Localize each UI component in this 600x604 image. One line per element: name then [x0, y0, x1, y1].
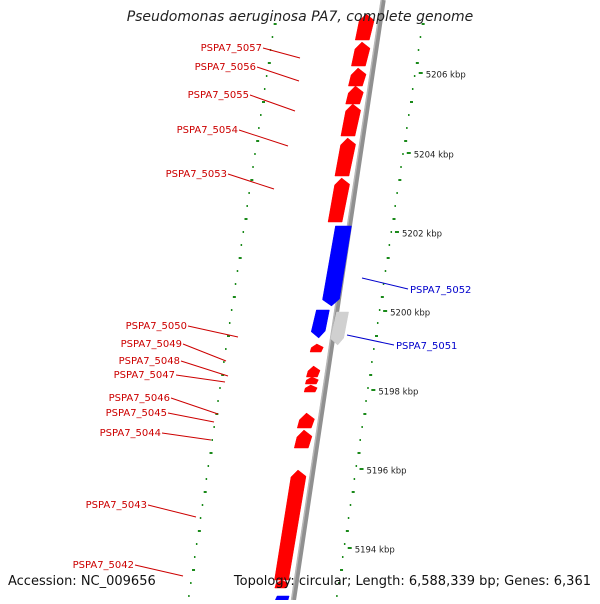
gene-label-leader [175, 374, 226, 383]
gene-label-leader [134, 564, 184, 577]
forward-gene-arrow [327, 177, 350, 223]
gene-label: PSPA7_5046 [109, 393, 170, 404]
gene-label: PSPA7_5052 [410, 285, 471, 296]
forward-gene-arrow [274, 469, 307, 581]
axis-kbp-label: 5202 kbp [402, 230, 442, 240]
gene-label-leader [147, 504, 197, 518]
gene-label-leader [361, 277, 409, 290]
gene-label: PSPA7_5042 [73, 560, 134, 571]
gene-label-leader [187, 325, 239, 338]
gene-label-leader [346, 334, 395, 346]
gene-label: PSPA7_5056 [195, 62, 256, 73]
gene-label-leader [167, 412, 215, 423]
forward-gene-arrow [354, 13, 375, 41]
gene-label-leader [238, 129, 289, 147]
reverse-gene-arrow [310, 309, 330, 339]
gene-label: PSPA7_5043 [86, 500, 147, 511]
axis-kbp-label: 5200 kbp [390, 309, 430, 319]
axis-kbp-label: 5206 kbp [426, 71, 466, 81]
gene-label: PSPA7_5054 [177, 125, 238, 136]
gene-label-leader [161, 432, 212, 441]
forward-gene-arrow [306, 365, 321, 378]
gene-label: PSPA7_5048 [119, 356, 180, 367]
gene-label-leader [182, 343, 227, 362]
forward-gene-arrow [345, 85, 364, 105]
forward-gene-arrow [348, 67, 367, 87]
gene-label: PSPA7_5057 [201, 43, 262, 54]
forward-gene-arrow [334, 137, 356, 177]
gene-label-leader [180, 360, 229, 377]
axis-kbp-label: 5194 kbp [355, 546, 395, 556]
gene-label: PSPA7_5047 [114, 370, 175, 381]
forward-gene-arrow [309, 343, 324, 353]
forward-gene-arrow [303, 384, 318, 393]
axis-kbp-label: 5204 kbp [414, 151, 454, 161]
gene-label-leader [170, 397, 219, 415]
forward-gene-arrow [296, 412, 315, 429]
forward-gene-arrow [293, 429, 313, 449]
gene-label-leader [256, 66, 300, 82]
gene-label-leader [227, 173, 275, 190]
gene-label: PSPA7_5055 [188, 90, 249, 101]
gene-label: PSPA7_5053 [166, 169, 227, 180]
forward-gene-arrow [351, 41, 371, 67]
other-feature [330, 311, 349, 346]
gene-label: PSPA7_5049 [121, 339, 182, 350]
forward-gene-arrow [274, 579, 289, 589]
accession-label: Accession: NC_009656 [8, 574, 156, 589]
forward-gene-arrow [340, 103, 361, 137]
axis-kbp-label: 5198 kbp [378, 388, 418, 398]
gene-label: PSPA7_5050 [126, 321, 187, 332]
topology-summary: Topology: circular; Length: 6,588,339 bp… [233, 574, 591, 589]
gene-label: PSPA7_5045 [106, 408, 167, 419]
axis-kbp-label: 5196 kbp [367, 467, 407, 477]
gene-label-leader [262, 47, 301, 59]
gene-label: PSPA7_5051 [396, 341, 457, 352]
genome-title: Pseudomonas aeruginosa PA7, complete gen… [126, 9, 474, 25]
gene-label-leader [249, 94, 296, 112]
reverse-gene-arrow [274, 595, 290, 604]
forward-gene-arrow [305, 376, 319, 385]
reverse-gene-arrow [322, 225, 352, 307]
gene-label: PSPA7_5044 [100, 428, 161, 439]
